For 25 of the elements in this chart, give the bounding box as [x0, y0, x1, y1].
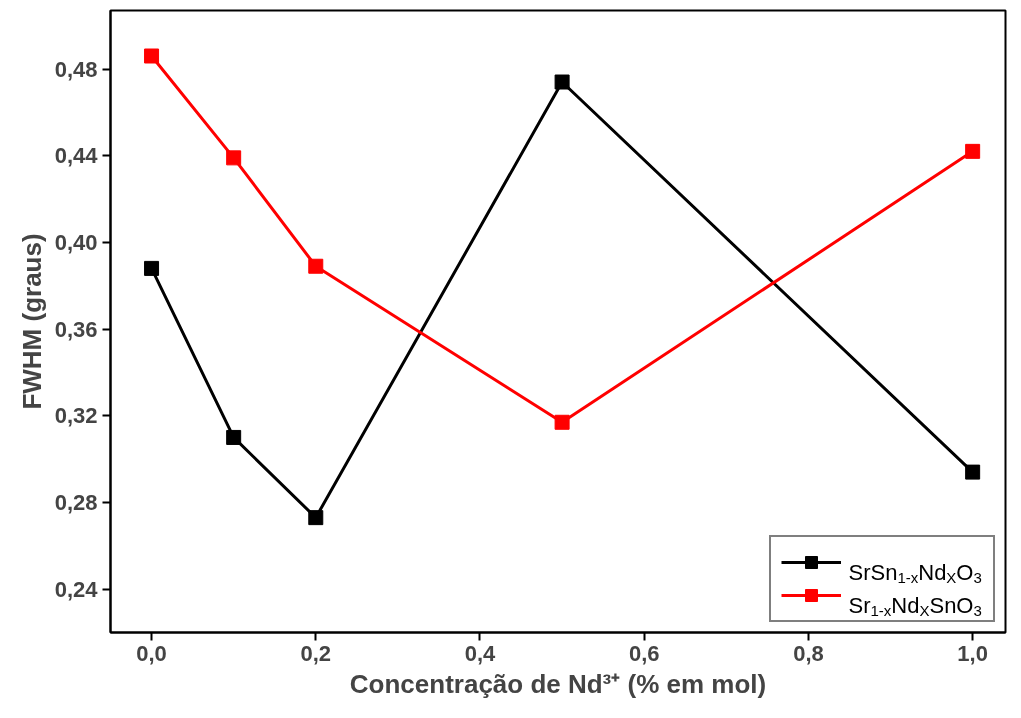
y-tick-label: 0,48 [54, 56, 98, 82]
point [144, 260, 160, 276]
point [554, 74, 570, 90]
y-tick-label: 0,36 [54, 316, 98, 342]
x-tick-label: 0,4 [464, 640, 497, 666]
y-axis-title: FWHM (graus) [16, 233, 47, 410]
y-tick-label: 0,24 [54, 576, 99, 602]
x-tick-label: 0,0 [136, 640, 167, 666]
x-tick-label: 1,0 [957, 640, 988, 666]
x-axis-title: Concentração de Nd³⁺ (% em mol) [349, 668, 767, 699]
point [965, 143, 981, 159]
x-tick-label: 0,8 [793, 640, 824, 666]
x-tick-label: 0,2 [300, 640, 332, 666]
y-tick-label: 0,28 [54, 489, 98, 515]
x-tick-label: 0,6 [628, 640, 660, 666]
point [308, 258, 324, 274]
point [308, 510, 324, 526]
y-tick-label: 0,44 [54, 143, 99, 169]
point [554, 414, 570, 430]
y-tick-label: 0,40 [54, 229, 98, 255]
y-tick-label: 0,32 [54, 403, 98, 429]
point [226, 429, 242, 445]
point [144, 48, 160, 64]
point [965, 464, 981, 480]
point [226, 150, 242, 166]
